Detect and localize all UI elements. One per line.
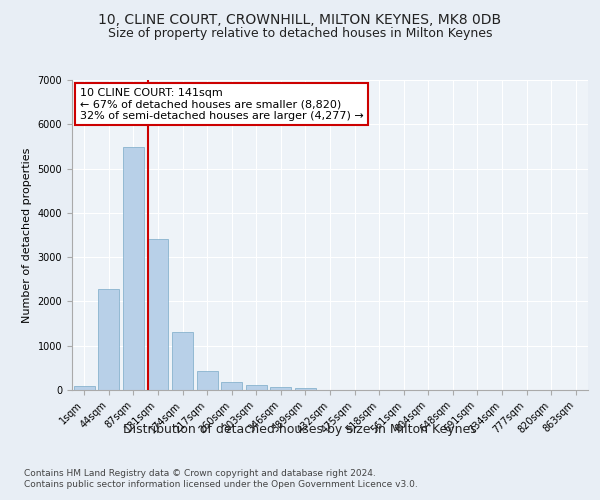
Bar: [123, 148, 144, 390]
Bar: [172, 332, 193, 390]
Bar: [271, 386, 292, 390]
Bar: [221, 382, 242, 390]
Bar: [197, 372, 218, 390]
Bar: [98, 289, 119, 390]
Text: Contains public sector information licensed under the Open Government Licence v3: Contains public sector information licen…: [24, 480, 418, 489]
Text: 10, CLINE COURT, CROWNHILL, MILTON KEYNES, MK8 0DB: 10, CLINE COURT, CROWNHILL, MILTON KEYNE…: [98, 12, 502, 26]
Text: Distribution of detached houses by size in Milton Keynes: Distribution of detached houses by size …: [123, 422, 477, 436]
Text: 10 CLINE COURT: 141sqm
← 67% of detached houses are smaller (8,820)
32% of semi-: 10 CLINE COURT: 141sqm ← 67% of detached…: [80, 88, 364, 121]
Bar: [74, 386, 95, 390]
Y-axis label: Number of detached properties: Number of detached properties: [22, 148, 32, 322]
Bar: [148, 240, 169, 390]
Text: Contains HM Land Registry data © Crown copyright and database right 2024.: Contains HM Land Registry data © Crown c…: [24, 469, 376, 478]
Bar: [246, 385, 267, 390]
Text: Size of property relative to detached houses in Milton Keynes: Size of property relative to detached ho…: [108, 28, 492, 40]
Bar: [295, 388, 316, 390]
